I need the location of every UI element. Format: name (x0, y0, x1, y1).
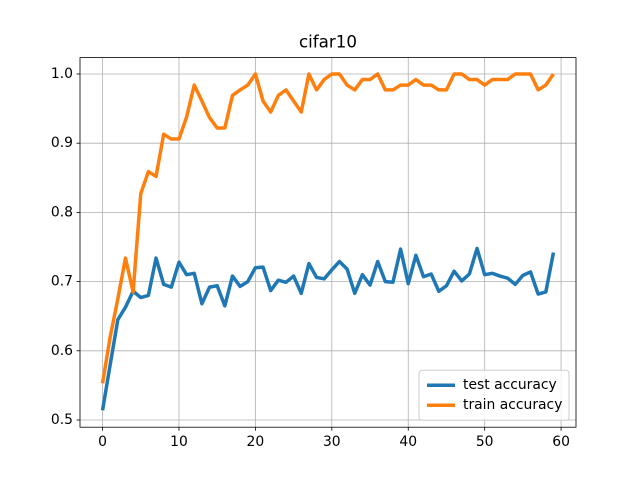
x-tick-label: 60 (552, 434, 570, 450)
chart-title: cifar10 (299, 32, 357, 52)
legend-label: test accuracy (463, 377, 557, 393)
y-tick-label: 1.0 (51, 66, 73, 82)
y-tick-label: 0.6 (51, 343, 73, 359)
data-line (100, 246, 556, 411)
legend-box (418, 369, 570, 421)
x-tick-label: 0 (98, 434, 107, 450)
x-tick-label: 40 (399, 434, 417, 450)
x-tick-label: 30 (323, 434, 341, 450)
y-tick-label: 0.7 (51, 274, 73, 290)
y-tick-label: 0.5 (51, 412, 73, 428)
x-tick-label: 20 (247, 434, 265, 450)
plot-frame (79, 57, 577, 428)
y-tick-label: 0.9 (51, 135, 73, 151)
data-line (100, 72, 555, 384)
legend-label: train accuracy (463, 397, 562, 413)
y-tick-label: 0.8 (51, 204, 73, 220)
x-tick-label: 50 (476, 434, 494, 450)
x-tick-label: 10 (170, 434, 188, 450)
